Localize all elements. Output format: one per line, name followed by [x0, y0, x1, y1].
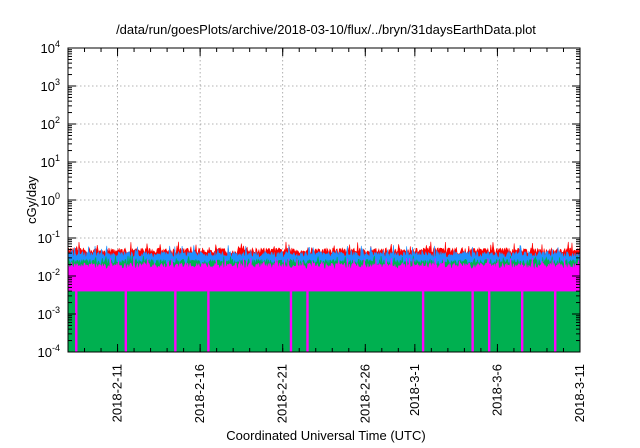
y-tick-label: 104: [41, 39, 60, 56]
y-tick-label: 100: [41, 191, 60, 208]
x-tick-label: 2018-2-11: [110, 364, 125, 422]
x-tick-label: 2018-2-26: [357, 364, 372, 423]
y-tick-label: 103: [41, 77, 60, 94]
y-tick-label: 101: [41, 153, 60, 170]
data-dropout: [306, 291, 309, 352]
data-dropout: [207, 291, 210, 352]
data-dropout: [471, 291, 474, 352]
y-tick-label: 10-3: [38, 305, 60, 322]
x-tick-label: 2018-3-6: [489, 364, 504, 416]
data-dropout: [124, 291, 128, 352]
series-group: [67, 241, 581, 353]
x-tick-label: 2018-2-21: [275, 364, 290, 423]
data-dropout: [487, 291, 491, 352]
x-axis-label: Coordinated Universal Time (UTC): [226, 428, 425, 443]
y-tick-label: 102: [41, 115, 60, 132]
y-tick-label: 10-1: [38, 229, 60, 246]
axis-ticks: [67, 47, 581, 353]
data-dropout: [520, 291, 524, 352]
data-dropout: [289, 291, 293, 352]
x-tick-label: 2018-2-16: [192, 364, 207, 423]
chart-title: /data/run/goesPlots/archive/2018-03-10/f…: [116, 22, 536, 37]
data-dropout: [421, 291, 425, 352]
x-tick-label: 2018-3-1: [407, 364, 422, 416]
y-axis-tick-labels: 10-4 10-3 10-2 10-1 100 101 102 103 104: [38, 39, 60, 360]
series-band: [67, 257, 581, 292]
data-dropout: [174, 291, 177, 352]
x-tick-label: 2018-3-11: [572, 364, 587, 422]
data-dropout: [75, 291, 78, 352]
y-axis-label: cGy/day: [24, 176, 39, 224]
data-dropout: [554, 291, 557, 352]
y-tick-label: 10-2: [38, 267, 60, 284]
y-tick-label: 10-4: [38, 343, 60, 360]
x-axis-tick-labels: 2018-2-11 2018-2-16 2018-2-21 2018-2-26 2018…: [110, 364, 587, 423]
